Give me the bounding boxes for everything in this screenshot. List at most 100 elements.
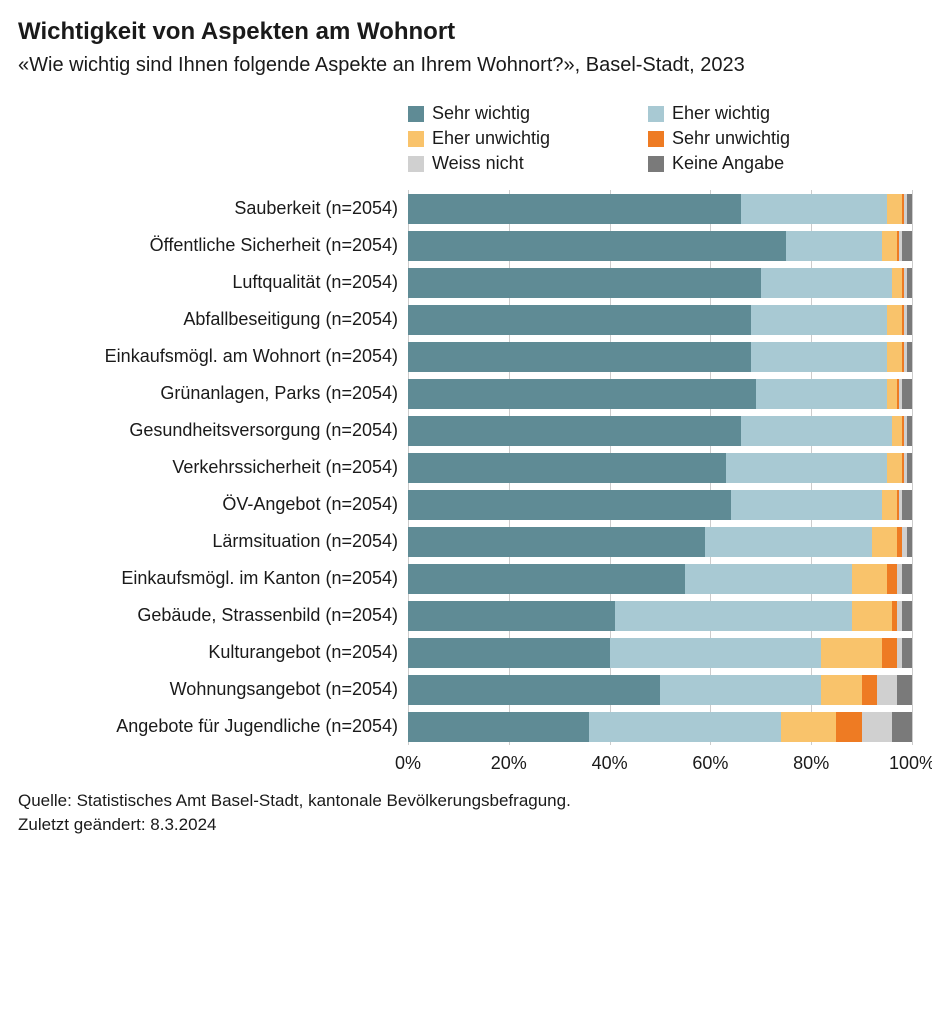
legend-label: Eher unwichtig xyxy=(432,128,550,149)
bar-segment xyxy=(408,601,615,631)
legend: Sehr wichtig Eher wichtig Eher unwichtig Se… xyxy=(408,103,914,174)
bar-segment xyxy=(731,490,882,520)
legend-label: Keine Angabe xyxy=(672,153,784,174)
category-label: Lärmsituation (n=2054) xyxy=(18,523,398,560)
bar-segment xyxy=(408,453,726,483)
category-label: Gesundheitsversorgung (n=2054) xyxy=(18,412,398,449)
legend-item: Eher unwichtig xyxy=(408,128,648,149)
bar-row xyxy=(408,227,912,264)
chart-subtitle: «Wie wichtig sind Ihnen folgende Aspekte… xyxy=(18,52,914,79)
category-label: Verkehrssicherheit (n=2054) xyxy=(18,449,398,486)
category-label: Einkaufsmögl. am Wohnort (n=2054) xyxy=(18,338,398,375)
bars xyxy=(408,190,912,745)
bar-segment xyxy=(408,379,756,409)
bar-segment xyxy=(408,564,685,594)
bar-segment xyxy=(751,305,887,335)
bar-segment xyxy=(902,379,912,409)
bar-segment xyxy=(756,379,887,409)
x-tick-label: 60% xyxy=(692,753,728,774)
bar-row xyxy=(408,449,912,486)
bar-segment xyxy=(408,638,610,668)
legend-swatch xyxy=(408,156,424,172)
bar-segment xyxy=(821,638,881,668)
bar-segment xyxy=(862,675,877,705)
bar-segment xyxy=(907,305,912,335)
bar-segment xyxy=(892,416,902,446)
category-label: Einkaufsmögl. im Kanton (n=2054) xyxy=(18,560,398,597)
legend-swatch xyxy=(648,106,664,122)
stacked-bar xyxy=(408,564,912,594)
bar-row xyxy=(408,264,912,301)
x-tick-label: 20% xyxy=(491,753,527,774)
legend-swatch xyxy=(408,106,424,122)
legend-item: Sehr wichtig xyxy=(408,103,648,124)
stacked-bar xyxy=(408,453,912,483)
category-label: ÖV-Angebot (n=2054) xyxy=(18,486,398,523)
stacked-bar xyxy=(408,601,912,631)
bar-row xyxy=(408,560,912,597)
bar-segment xyxy=(408,268,761,298)
stacked-bar xyxy=(408,527,912,557)
bar-segment xyxy=(615,601,852,631)
bar-segment xyxy=(836,712,861,742)
stacked-bar xyxy=(408,379,912,409)
bar-segment xyxy=(887,342,902,372)
bar-segment xyxy=(852,564,887,594)
bar-segment xyxy=(685,564,851,594)
category-label: Luftqualität (n=2054) xyxy=(18,264,398,301)
legend-label: Eher wichtig xyxy=(672,103,770,124)
bar-segment xyxy=(781,712,836,742)
bar-row xyxy=(408,597,912,634)
bar-row xyxy=(408,301,912,338)
bar-segment xyxy=(887,194,902,224)
bar-segment xyxy=(408,194,741,224)
stacked-bar xyxy=(408,231,912,261)
stacked-bar xyxy=(408,675,912,705)
chart-title: Wichtigkeit von Aspekten am Wohnort xyxy=(18,18,914,46)
y-axis-labels: Sauberkeit (n=2054)Öffentliche Sicherhei… xyxy=(18,190,408,745)
bar-segment xyxy=(872,527,897,557)
legend-swatch xyxy=(408,131,424,147)
stacked-bar xyxy=(408,268,912,298)
bar-segment xyxy=(408,675,660,705)
legend-label: Sehr wichtig xyxy=(432,103,530,124)
legend-item: Weiss nicht xyxy=(408,153,648,174)
legend-item: Eher wichtig xyxy=(648,103,888,124)
bar-row xyxy=(408,412,912,449)
bar-segment xyxy=(726,453,887,483)
bar-segment xyxy=(907,416,912,446)
bar-segment xyxy=(907,268,912,298)
bar-segment xyxy=(902,490,912,520)
category-label: Sauberkeit (n=2054) xyxy=(18,190,398,227)
stacked-bar xyxy=(408,416,912,446)
bar-segment xyxy=(902,601,912,631)
bar-segment xyxy=(408,231,786,261)
x-tick-label: 80% xyxy=(793,753,829,774)
bar-segment xyxy=(882,231,897,261)
category-label: Wohnungsangebot (n=2054) xyxy=(18,671,398,708)
bar-segment xyxy=(902,638,912,668)
category-label: Gebäude, Strassenbild (n=2054) xyxy=(18,597,398,634)
x-tick-label: 40% xyxy=(592,753,628,774)
bar-segment xyxy=(761,268,892,298)
bar-segment xyxy=(882,638,897,668)
bar-row xyxy=(408,634,912,671)
legend-item: Sehr unwichtig xyxy=(648,128,888,149)
bar-segment xyxy=(882,490,897,520)
stacked-bar xyxy=(408,194,912,224)
category-label: Grünanlagen, Parks (n=2054) xyxy=(18,375,398,412)
category-label: Angebote für Jugendliche (n=2054) xyxy=(18,708,398,745)
bar-segment xyxy=(887,379,897,409)
bar-segment xyxy=(408,416,741,446)
bar-segment xyxy=(786,231,882,261)
bar-segment xyxy=(887,453,902,483)
category-label: Öffentliche Sicherheit (n=2054) xyxy=(18,227,398,264)
stacked-bar xyxy=(408,305,912,335)
bar-segment xyxy=(907,342,912,372)
chart-area: Sauberkeit (n=2054)Öffentliche Sicherhei… xyxy=(18,190,914,785)
bar-segment xyxy=(902,564,912,594)
bar-segment xyxy=(741,416,892,446)
bar-segment xyxy=(862,712,892,742)
bar-segment xyxy=(907,453,912,483)
legend-item: Keine Angabe xyxy=(648,153,888,174)
